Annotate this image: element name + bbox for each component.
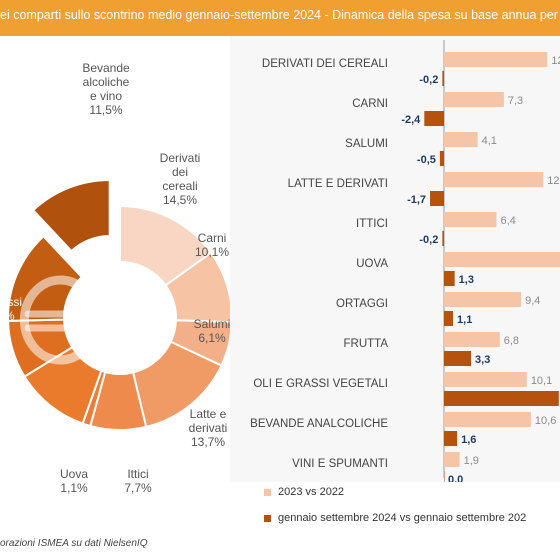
value-label-2023-1: 7,3 — [508, 95, 523, 107]
value-label-2024-5: 1,3 — [459, 274, 474, 286]
category-label-1: CARNI — [352, 98, 388, 110]
bar-2024-2 — [439, 151, 444, 166]
euro-icon — [19, 275, 87, 365]
category-label-7: FRUTTA — [343, 338, 388, 350]
legend-swatch-2024 — [264, 515, 271, 522]
donut-chart: Derivati dei cereali 14,5% Carni 10,1% Salumi 6… — [0, 61, 233, 495]
bar-2024-1 — [424, 111, 444, 126]
legend-label-2023: 2023 vs 2022 — [278, 486, 345, 498]
value-label-2023-7: 6,8 — [504, 335, 519, 347]
source-note: orazioni ISMEA su dati NielsenIQ — [0, 538, 148, 549]
value-label-2024-2: -0,5 — [417, 154, 436, 166]
chart-title: ei comparti sullo scontrino medio gennai… — [0, 8, 558, 22]
value-label-2024-10: 0,0 — [448, 474, 463, 482]
bar-2024-0 — [442, 71, 444, 86]
slice-label-0: Derivati dei cereali 14,5% — [160, 151, 201, 207]
category-label-8: OLI E GRASSI VEGETALI — [253, 378, 388, 390]
bar-2023-7 — [444, 332, 500, 347]
bar-2023-5 — [444, 252, 560, 267]
value-label-2024-1: -2,4 — [401, 114, 421, 126]
value-label-2024-4: -0,2 — [419, 234, 438, 246]
value-label-2023-9: 10,6 — [535, 415, 556, 427]
value-label-2023-10: 1,9 — [464, 455, 479, 467]
category-label-0: DERIVATI DEI CEREALI — [262, 58, 388, 70]
bar-legend: 2023 vs 2022 gennaio settembre 2024 vs g… — [264, 482, 560, 536]
category-label-2: SALUMI — [345, 138, 388, 150]
bar-2023-10 — [444, 452, 460, 467]
bar-2024-9 — [444, 431, 458, 446]
donut-slice-9 — [31, 178, 111, 253]
slice-label-5: Uova 1,1% — [60, 467, 88, 495]
value-label-2024-9: 1,6 — [461, 434, 476, 446]
value-label-2023-2: 4,1 — [482, 135, 497, 147]
bar-2023-3 — [444, 172, 544, 187]
value-label-2024-0: -0,2 — [419, 74, 438, 86]
slice-label-8: tti ari — [0, 213, 13, 241]
slice-label-3: Latte e derivati 13,7% — [189, 407, 228, 449]
bar-2024-5 — [444, 271, 455, 286]
value-label-2023-4: 6,4 — [500, 215, 515, 227]
category-label-6: ORTAGGI — [336, 298, 388, 310]
bar-2024-4 — [442, 231, 444, 246]
legend-swatch-2023 — [264, 489, 271, 496]
bar-2024-6 — [444, 311, 454, 326]
value-label-2023-0: 12 — [551, 55, 560, 67]
slice-label-1: Carni 10,1% — [195, 231, 229, 259]
bar-2024-3 — [430, 191, 444, 206]
slice-label-9: Bevande alcoliche e vino 11,5% — [82, 61, 130, 117]
title-banner: ei comparti sullo scontrino medio gennai… — [0, 0, 560, 36]
bar-2023-4 — [444, 212, 497, 227]
bar-2024-7 — [444, 351, 472, 366]
bar-chart: DERIVATI DEI CEREALI CARNI SALUMI LATTE E D… — [230, 36, 560, 482]
bar-2023-9 — [444, 412, 531, 427]
category-label-4: ITTICI — [356, 218, 388, 230]
bar-2023-6 — [444, 292, 522, 307]
legend-label-2024: gennaio settembre 2024 vs gennaio settem… — [278, 512, 527, 524]
value-label-2023-3: 12 — [547, 175, 559, 187]
bar-2023-8 — [444, 372, 527, 387]
bar-2024-8 — [444, 391, 559, 406]
category-label-3: LATTE E DERIVATI — [288, 178, 388, 190]
bar-2024-10 — [444, 471, 445, 482]
value-label-2023-8: 10,1 — [531, 375, 552, 387]
bar-2023-2 — [444, 132, 478, 147]
value-label-2024-6: 1,1 — [457, 314, 472, 326]
slice-label-2: Salumi 6,1% — [194, 317, 231, 345]
value-label-2024-7: 3,3 — [475, 354, 490, 366]
slice-label-7: grassi0% — [0, 295, 22, 323]
bar-2023-0 — [444, 52, 548, 67]
bar-2023-1 — [444, 92, 504, 107]
slice-label-6: rtaggi 0,4% — [5, 431, 35, 459]
value-label-2023-6: 9,4 — [525, 295, 540, 307]
category-label-10: VINI E SPUMANTI — [292, 458, 388, 470]
value-label-2024-3: -1,7 — [407, 194, 426, 206]
slice-label-4: Ittici 7,7% — [124, 467, 152, 495]
category-label-9: BEVANDE ANALCOLICHE — [250, 418, 388, 430]
category-label-5: UOVA — [356, 258, 388, 270]
